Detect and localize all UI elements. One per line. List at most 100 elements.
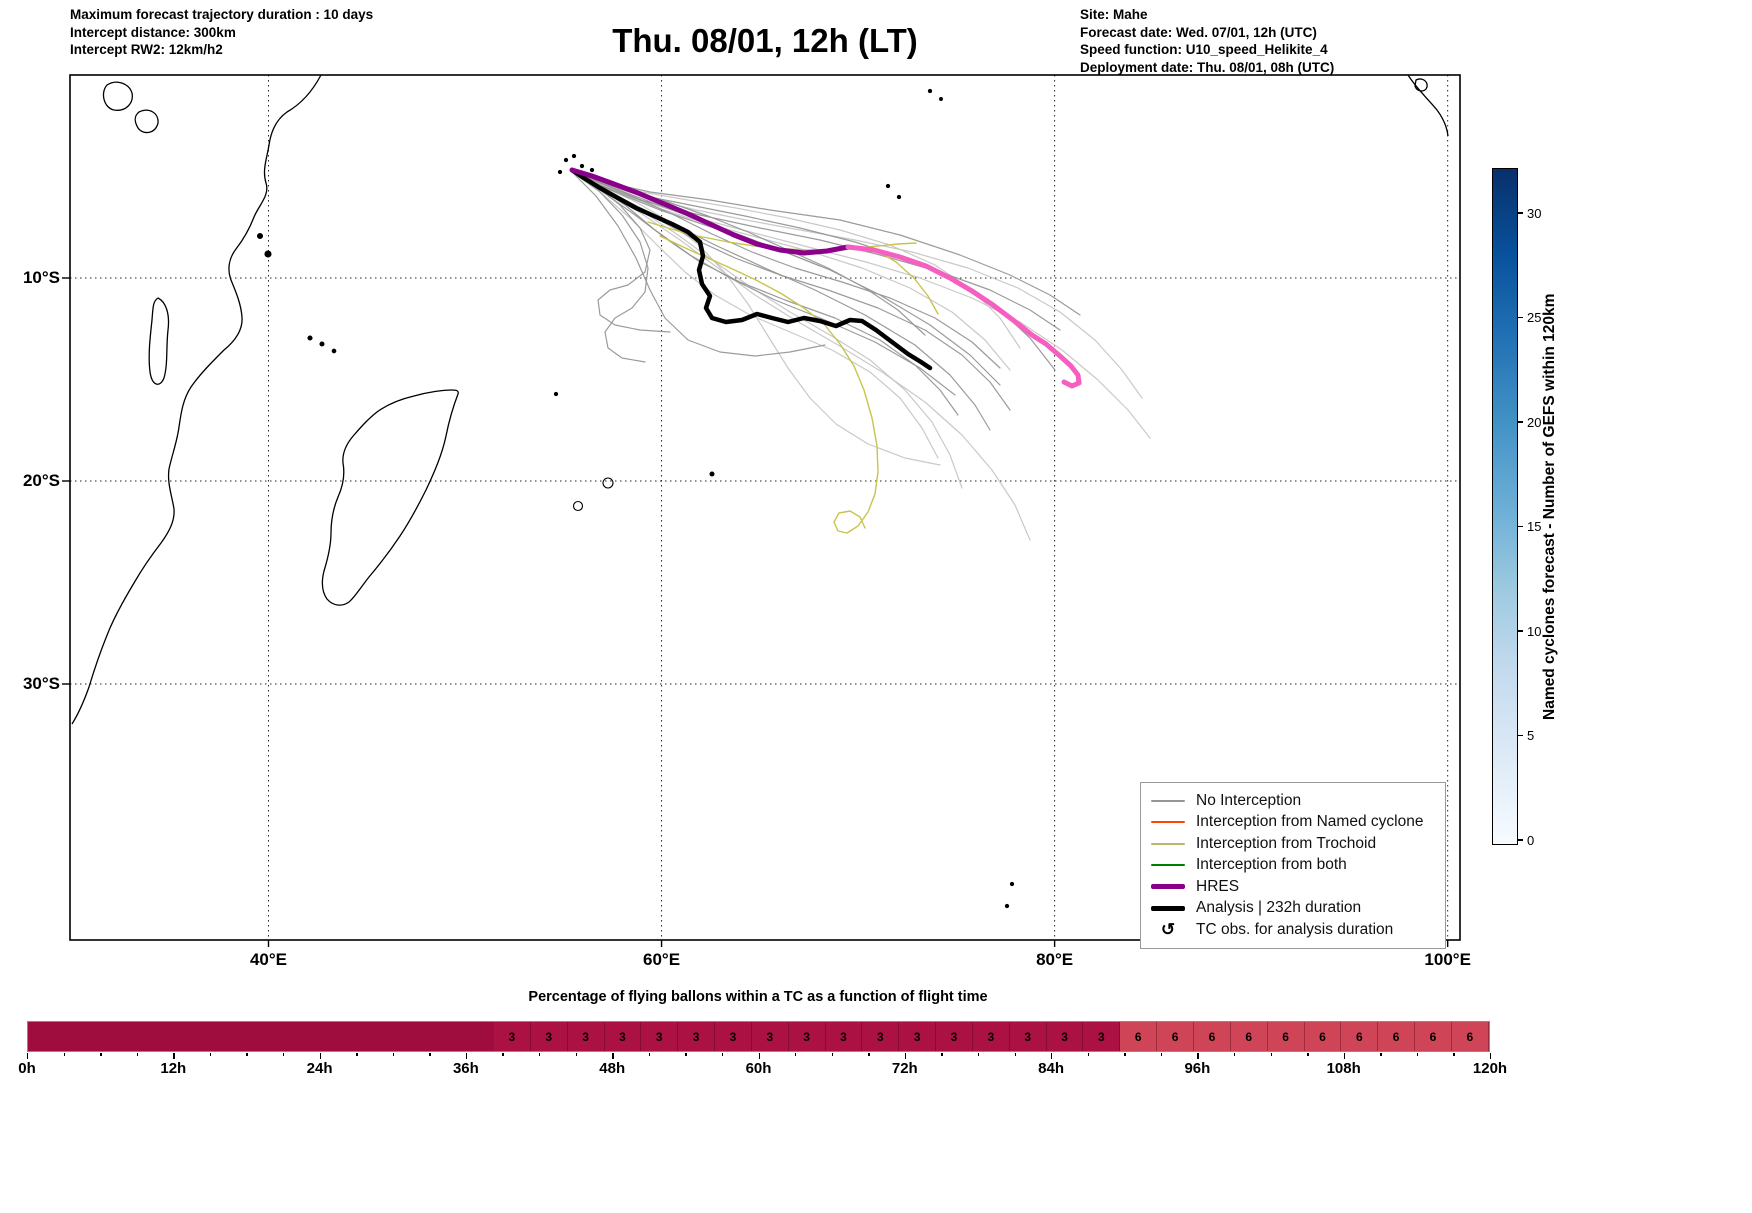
colorbar-tick-label: 30	[1527, 205, 1542, 221]
legend-line-swatch	[1151, 799, 1185, 802]
forecast-date-line: Forecast date: Wed. 07/01, 12h (UTC)	[1080, 24, 1317, 40]
flight-time-cell: 6	[1120, 1022, 1158, 1051]
strip-tick-mark	[1087, 1053, 1090, 1056]
strip-axis-label: 72h	[891, 1060, 918, 1077]
flight-time-cell: 3	[972, 1022, 1010, 1051]
strip-tick-mark	[1197, 1053, 1199, 1059]
island-marker	[896, 194, 902, 200]
flight-time-cell: 6	[1341, 1022, 1379, 1051]
colorbar-tick-label: 0	[1527, 832, 1535, 848]
legend-line-swatch	[1151, 821, 1185, 824]
strip-title: Percentage of flying ballons within a TC…	[528, 989, 988, 1005]
island-marker	[572, 500, 584, 512]
flight-time-cell: 3	[530, 1022, 568, 1051]
trajectory-no-interception	[571, 171, 649, 363]
flight-time-cell: 3	[862, 1022, 900, 1051]
flight-time-cell: 6	[1451, 1022, 1489, 1051]
strip-axis-label: 120h	[1472, 1060, 1508, 1077]
colorbar-tick-mark	[1518, 630, 1523, 632]
speed-function-line: Speed function: U10_speed_Helikite_4	[1080, 42, 1328, 57]
legend-item: ↺ TC obs. for analysis duration	[1151, 919, 1435, 941]
strip-tick-mark	[831, 1053, 834, 1056]
coastline-lake-malawi	[148, 297, 170, 385]
flight-time-cell: 6	[1415, 1022, 1452, 1051]
legend-label: Interception from both	[1196, 856, 1347, 874]
coastline-lake-2	[134, 109, 159, 134]
trajectory-interception-trochoid	[647, 221, 917, 251]
flight-time-cell: 3	[899, 1022, 937, 1051]
legend-color-line	[1151, 884, 1185, 890]
strip-tick-mark	[246, 1053, 248, 1056]
strip-tick-mark	[1124, 1053, 1126, 1056]
strip-tick-mark	[1233, 1053, 1236, 1056]
param-line-duration: Maximum forecast trajectory duration : 1…	[70, 7, 374, 22]
strip-tick-mark	[721, 1053, 724, 1056]
legend-label: TC obs. for analysis duration	[1196, 920, 1394, 938]
flight-time-cell	[278, 1022, 315, 1051]
island-marker	[563, 157, 569, 163]
strip-tick-mark	[1051, 1053, 1053, 1059]
y-tick-label: 10°S	[22, 268, 60, 287]
island-marker	[264, 250, 272, 258]
strip-tick-mark	[356, 1053, 358, 1056]
island-marker	[1004, 903, 1010, 909]
trajectory-no-interception	[571, 171, 826, 357]
strip-tick-mark	[648, 1053, 651, 1056]
strip-tick-mark	[319, 1053, 321, 1059]
colorbar-tick-label: 25	[1527, 310, 1542, 325]
strip-tick-mark	[612, 1053, 614, 1059]
strip-tick-mark	[209, 1053, 212, 1056]
strip-tick-mark	[941, 1053, 943, 1056]
colorbar-tick-mark	[1518, 734, 1523, 737]
param-line-rw2: Intercept RW2: 12km/h2	[70, 42, 223, 57]
strip-tick-mark	[100, 1053, 102, 1056]
flight-time-cell	[171, 1022, 208, 1051]
legend-box: No Interception Interception from Named c…	[1140, 782, 1446, 949]
strip-tick-mark	[539, 1053, 541, 1056]
island-marker	[553, 391, 559, 397]
strip-axis-label: 60h	[745, 1060, 772, 1077]
flight-time-cell: 3	[1083, 1022, 1121, 1051]
legend-item: Interception from both	[1151, 855, 1435, 877]
strip-axis-label: 36h	[452, 1060, 479, 1077]
strip-tick-mark	[1453, 1053, 1455, 1056]
flight-time-cell	[386, 1022, 423, 1051]
flight-time-cell: 3	[1009, 1022, 1047, 1051]
legend-item: Analysis | 232h duration	[1151, 898, 1435, 920]
strip-axis-label: 96h	[1184, 1060, 1211, 1077]
x-tick-label: 40°E	[249, 950, 288, 969]
colorbar-tick-mark	[1518, 421, 1523, 423]
legend-line-swatch	[1151, 905, 1185, 911]
flight-time-cell: 3	[567, 1022, 605, 1051]
strip-tick-mark	[465, 1053, 468, 1059]
legend-item: No Interception	[1151, 790, 1435, 812]
island-marker	[579, 163, 585, 169]
legend-label: HRES	[1196, 877, 1240, 895]
coastline-northeast-corner-coast	[1407, 74, 1449, 137]
flight-time-cell	[207, 1022, 244, 1051]
flight-time-cell: 6	[1230, 1022, 1268, 1051]
trajectory-no-interception-light	[571, 171, 1151, 439]
flight-time-cell	[135, 1022, 172, 1051]
trajectory-no-interception-light	[571, 171, 963, 489]
trajectory-no-interception	[571, 171, 1001, 369]
strip-tick-mark	[977, 1053, 980, 1056]
island-marker	[256, 232, 264, 240]
trajectory-interception-trochoid	[659, 235, 879, 534]
coastline-africa-east-coast	[71, 74, 322, 725]
strip-axis-label: 84h	[1038, 1060, 1065, 1077]
plot-border	[69, 74, 1461, 941]
legend-color-line	[1151, 821, 1185, 824]
trajectory-no-interception	[571, 171, 1061, 331]
flight-time-cell: 3	[641, 1022, 679, 1051]
strip-tick-mark	[429, 1053, 431, 1056]
colorbar-tick-label: 20	[1527, 414, 1542, 430]
strip-tick-mark	[63, 1053, 65, 1056]
island-marker	[1009, 881, 1015, 887]
legend-color-line	[1151, 905, 1185, 911]
legend-item: Interception from Trochoid	[1151, 833, 1435, 855]
flight-time-cell: 3	[788, 1022, 826, 1051]
